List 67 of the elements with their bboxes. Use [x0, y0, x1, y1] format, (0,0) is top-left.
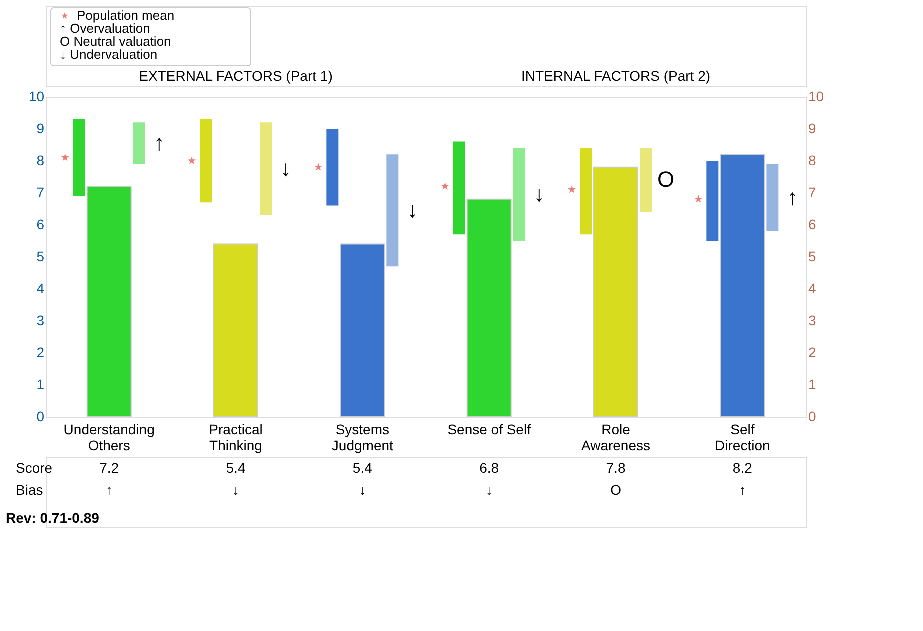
data-label: 7.2 [100, 460, 120, 476]
x-tick-label: Self Direction [715, 422, 770, 454]
point [61, 154, 70, 162]
point [441, 182, 450, 190]
text: Rev: 0.71-0.89 [6, 510, 100, 526]
annotation: O [657, 167, 675, 192]
text: Score [16, 460, 53, 476]
data-label: 5.4 [226, 460, 246, 476]
x-tick-label: Practical Thinking [209, 422, 263, 454]
y-tick-label: 0 [36, 408, 45, 424]
data-label: 5.4 [352, 460, 373, 476]
text: O Neutral valuation [60, 34, 172, 49]
y-tick-label: 5 [36, 248, 45, 264]
y2-tick-label: 1 [808, 376, 816, 392]
y-tick-label: 2 [36, 344, 45, 360]
annotation: ↓ [534, 182, 545, 207]
x-tick-label: Systems Judgment [332, 422, 394, 454]
y-tick-label: 10 [28, 88, 45, 104]
x-tick-label: Sense of Self [448, 422, 532, 438]
x-tick-label: Understanding Others [64, 422, 155, 454]
bar [260, 122, 272, 216]
text: INTERNAL FACTORS (Part 2) [521, 68, 711, 84]
data-label: 7.8 [606, 460, 626, 476]
text: ↓ [232, 482, 240, 498]
y-tick-label: 9 [36, 120, 45, 136]
y-tick-label: 1 [36, 376, 45, 392]
point [314, 163, 323, 171]
text: ↓ Undervaluation [60, 47, 158, 62]
data-label: 8.2 [732, 460, 753, 476]
y2-tick-label: 7 [808, 184, 816, 200]
y2-tick-label: 8 [808, 152, 816, 168]
text: EXTERNAL FACTORS (Part 1) [139, 68, 333, 84]
text: ↑ [739, 482, 746, 498]
y2-tick-label: 2 [808, 344, 816, 360]
text: ↓ [359, 482, 366, 498]
y-tick-label: 4 [36, 280, 45, 296]
bar [386, 154, 399, 267]
y-tick-label: 7 [36, 184, 45, 200]
bar [513, 148, 526, 241]
text: ↓ [486, 482, 493, 498]
bar [133, 122, 146, 164]
y-tick-label: 8 [36, 152, 45, 168]
point [694, 195, 703, 203]
y2-tick-label: 3 [808, 312, 816, 328]
y2-tick-label: 9 [808, 120, 816, 136]
text: Bias [16, 482, 44, 498]
y2-tick-label: 6 [808, 216, 816, 232]
x-tick-label: Role Awareness [581, 422, 651, 454]
point [568, 186, 576, 194]
data-label: 6.8 [480, 460, 500, 476]
y2-tick-label: 4 [808, 280, 816, 296]
bar [766, 164, 779, 232]
y2-tick-label: 0 [808, 408, 816, 424]
point [188, 156, 196, 164]
y-tick-label: 3 [36, 312, 45, 328]
legend-label: Population mean [77, 8, 175, 23]
y2-tick-label: 5 [808, 248, 816, 264]
y2-tick-label: 10 [808, 88, 824, 104]
annotation: ↓ [280, 156, 292, 181]
text: O [610, 482, 622, 498]
text: ↑ [106, 482, 113, 498]
annotation: ↓ [407, 198, 418, 223]
y-tick-label: 6 [36, 216, 45, 232]
text: ↑ Overvaluation [60, 21, 150, 36]
annotation: ↑ [154, 130, 165, 156]
annotation: ↑ [787, 184, 798, 210]
bar [640, 148, 652, 212]
